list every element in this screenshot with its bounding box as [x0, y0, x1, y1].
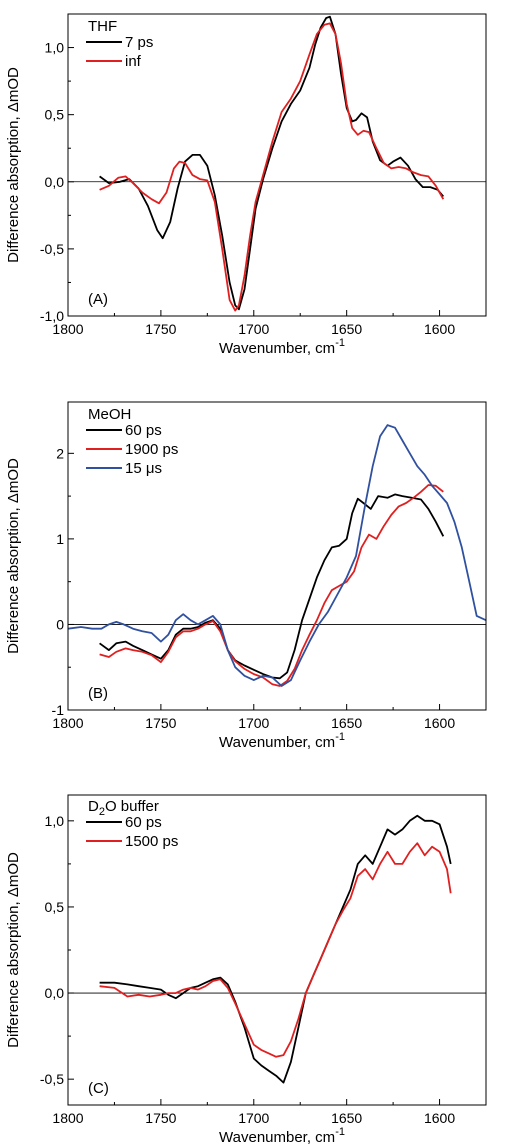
y-tick-label: -0,5 [40, 241, 64, 257]
panel-b: 1800 1750 1700 1650 1600 -1 0 1 2 Wavenumber, cm-… [5, 401, 487, 751]
y-axis-title: Difference absorption, ΔmOD [5, 67, 22, 263]
series-line-1 [99, 484, 444, 687]
x-tick-label: 1700 [238, 715, 269, 731]
plot-frame [67, 13, 487, 317]
x-tick-label: 1750 [145, 321, 176, 337]
legend-title: THF [88, 18, 117, 35]
panel-a: 1800 1750 1700 1650 1600 -1,0 -0,5 0,0 0,5 1,0 Wav… [5, 13, 487, 357]
y-tick-label: 0,5 [45, 899, 65, 915]
legend-label: inf [125, 53, 142, 70]
panel-label: (C) [88, 1080, 109, 1097]
x-tick-label: 1750 [145, 1110, 176, 1126]
legend-label: 60 ps [125, 814, 162, 831]
y-axis-title: Difference absorption, ΔmOD [5, 458, 22, 654]
y-tick-label: 2 [56, 445, 64, 461]
x-tick-label: 1700 [238, 321, 269, 337]
legend-label: 1500 ps [125, 833, 178, 850]
x-tick-label: 1600 [424, 1110, 455, 1126]
series-line-1 [99, 22, 445, 312]
x-tick-label: 1600 [424, 715, 455, 731]
y-tick-label: -1,0 [40, 308, 64, 324]
x-tick-label: 1800 [52, 321, 83, 337]
x-axis-title: Wavenumber, cm-1 [219, 1126, 345, 1146]
x-axis-title: Wavenumber, cm-1 [219, 337, 345, 357]
y-tick-label: 0 [56, 616, 64, 632]
x-tick-label: 1650 [331, 1110, 362, 1126]
y-axis-title: Difference absorption, ΔmOD [5, 852, 22, 1048]
legend-title: D2O buffer [88, 798, 159, 818]
x-tick-label: 1650 [331, 715, 362, 731]
x-tick-label: 1650 [331, 321, 362, 337]
x-tick-label: 1800 [52, 715, 83, 731]
series-line-0 [99, 15, 444, 311]
series-line-1 [99, 842, 452, 1058]
x-tick-label: 1700 [238, 1110, 269, 1126]
y-tick-label: 1,0 [45, 40, 65, 56]
panel-label: (B) [88, 685, 108, 702]
legend-title: MeOH [88, 406, 131, 423]
x-tick-label: 1750 [145, 715, 176, 731]
y-tick-label: 1,0 [45, 813, 65, 829]
panel-c: 1800 1750 1700 1650 1600 -0,5 0,0 0,5 1,0 Wavenum… [5, 794, 487, 1146]
legend-label: 60 ps [125, 422, 162, 439]
y-tick-label: 0,0 [45, 174, 65, 190]
y-tick-label: 1 [56, 531, 64, 547]
series-line-0 [99, 814, 452, 1084]
x-tick-label: 1600 [424, 321, 455, 337]
legend-label: 15 μs [125, 460, 162, 477]
y-tick-label: 0,0 [45, 985, 65, 1001]
plot-frame [67, 401, 487, 711]
legend-label: 7 ps [125, 34, 153, 51]
legend-label: 1900 ps [125, 441, 178, 458]
series-line-0 [99, 493, 445, 680]
x-tick-label: 1800 [52, 1110, 83, 1126]
y-tick-label: -0,5 [40, 1071, 64, 1087]
series-line-2 [68, 424, 486, 687]
y-tick-label: -1 [52, 702, 65, 718]
panel-label: (A) [88, 291, 108, 308]
y-tick-label: 0,5 [45, 107, 65, 123]
x-axis-title: Wavenumber, cm-1 [219, 731, 345, 751]
